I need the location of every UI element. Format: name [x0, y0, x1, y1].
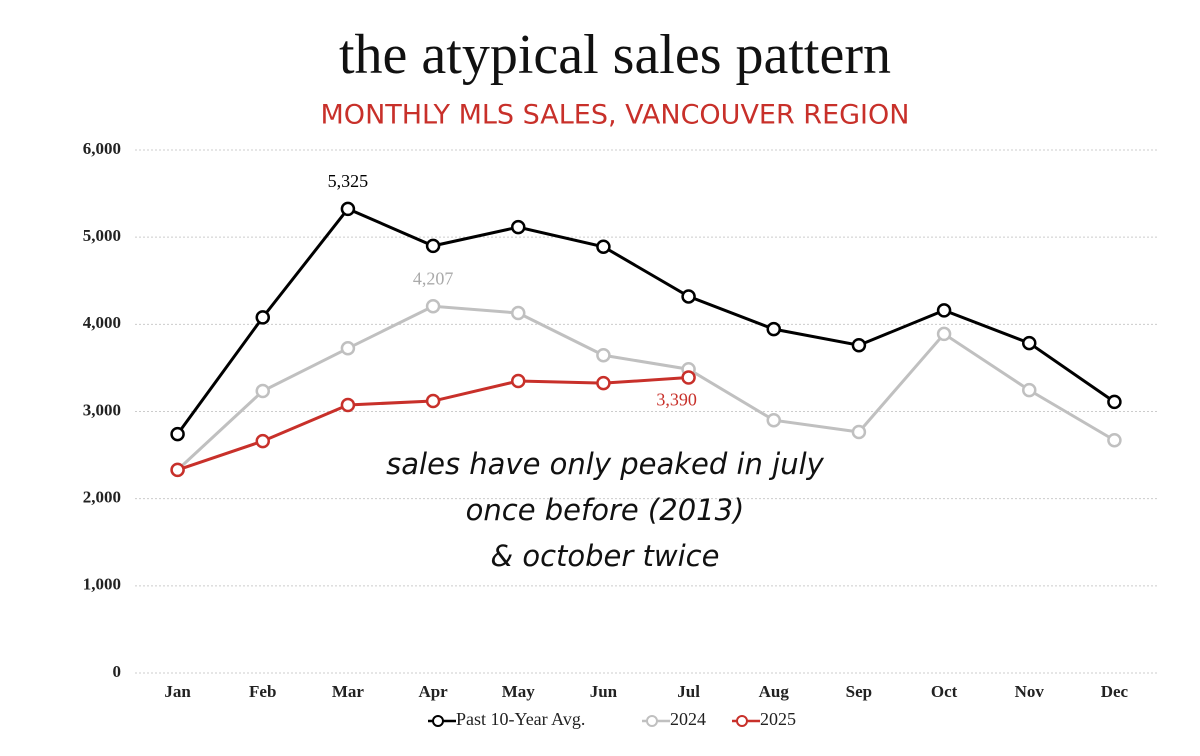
point-marker [425, 238, 441, 254]
point-marker [425, 393, 441, 409]
x-tick-label: Mar [332, 682, 365, 701]
y-tick-label: 0 [113, 662, 122, 681]
chart-subtitle: MONTHLY MLS SALES, VANCOUVER REGION [321, 100, 910, 131]
legend-label: 2025 [760, 709, 796, 729]
legend-label: Past 10-Year Avg. [456, 709, 585, 729]
point-marker [170, 462, 185, 478]
x-tick-label: Apr [418, 682, 448, 701]
annotation: & october twice [491, 539, 720, 573]
point-marker [936, 303, 952, 318]
legend-marker [432, 715, 444, 727]
legend-label: 2024 [670, 709, 706, 729]
y-tick-label: 5,000 [83, 226, 121, 245]
annotation: sales have only peaked in july [386, 447, 824, 481]
point-marker [1022, 382, 1037, 398]
x-tick-label: Dec [1101, 682, 1129, 701]
data-label: 3,390 [656, 390, 697, 410]
point-marker [766, 412, 781, 428]
x-tick-label: Jan [164, 682, 191, 701]
point-marker [340, 341, 356, 356]
chart-title: the atypical sales pattern [339, 24, 891, 86]
point-marker [255, 433, 270, 449]
legend-marker [736, 715, 748, 727]
y-tick-label: 4,000 [83, 313, 121, 332]
point-marker [255, 310, 270, 325]
point-marker [511, 305, 526, 321]
point-marker [681, 370, 696, 385]
point-marker [681, 289, 696, 304]
x-tick-label: Nov [1015, 682, 1045, 701]
point-marker [851, 338, 867, 353]
annotation: once before (2013) [466, 493, 745, 527]
x-tick-label: Jul [677, 682, 700, 701]
x-tick-label: Sep [846, 682, 872, 701]
point-marker [170, 426, 185, 442]
x-tick-label: Oct [931, 682, 958, 701]
x-tick-label: Jun [590, 682, 618, 701]
point-marker [511, 219, 526, 235]
point-marker [596, 375, 611, 391]
legend-marker [646, 715, 658, 727]
point-marker [766, 321, 781, 337]
point-marker [425, 299, 441, 314]
series-line [176, 304, 1116, 472]
data-label: 4,207 [413, 268, 454, 288]
point-marker [340, 397, 356, 413]
y-tick-label: 6,000 [83, 139, 121, 158]
x-tick-label: Feb [249, 682, 276, 701]
point-marker [1107, 394, 1122, 410]
point-marker [596, 239, 611, 255]
point-marker [255, 383, 270, 399]
point-marker [1107, 433, 1122, 448]
point-marker [936, 326, 952, 342]
y-tick-label: 1,000 [83, 575, 121, 594]
point-marker [340, 201, 356, 217]
y-tick-label: 3,000 [83, 400, 121, 419]
x-tick-label: Aug [759, 682, 790, 701]
point-marker [511, 373, 526, 389]
point-marker [1022, 335, 1037, 351]
x-tick-label: May [502, 682, 536, 701]
series-line [176, 206, 1116, 436]
point-marker [596, 348, 611, 363]
point-marker [851, 424, 867, 440]
data-label: 5,325 [328, 171, 369, 191]
y-tick-label: 2,000 [83, 488, 121, 507]
